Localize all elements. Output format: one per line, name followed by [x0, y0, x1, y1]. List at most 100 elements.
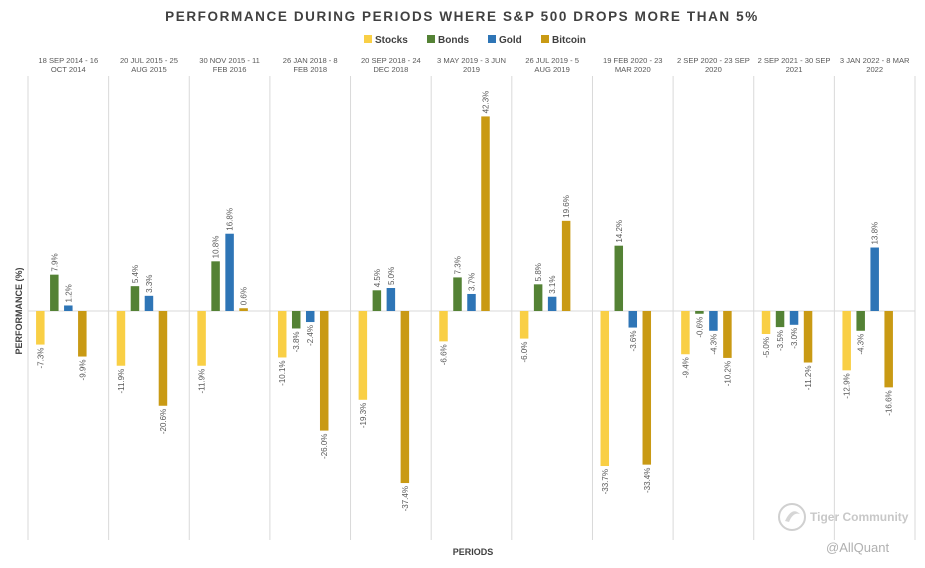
- data-label-bonds: -4.3%: [857, 334, 866, 355]
- data-label-gold: 3.3%: [145, 275, 154, 293]
- data-label-bonds: 10.8%: [212, 236, 221, 259]
- legend: Stocks Bonds Gold Bitcoin: [364, 35, 586, 46]
- tiger-logo-mark: [785, 511, 800, 522]
- period-label: 30 NOV 2015 - 11: [199, 56, 260, 65]
- period-label: MAR 2020: [615, 65, 651, 74]
- data-label-gold: 13.8%: [871, 222, 880, 245]
- data-labels: -7.3% -11.9% -11.9% -10.1% -19.3% -6.6% -6.0% -…: [36, 91, 893, 512]
- bar-bitcoin: [319, 311, 329, 431]
- data-label-bitcoin: -33.4%: [643, 468, 652, 493]
- data-label-stocks: -6.0%: [520, 342, 529, 363]
- period-label: AUG 2015: [131, 65, 166, 74]
- bar-bonds: [533, 284, 543, 311]
- data-label-bitcoin: -16.6%: [885, 390, 894, 415]
- data-label-bitcoin: 0.6%: [240, 287, 249, 305]
- period-label: FEB 2018: [293, 65, 327, 74]
- bar-bonds: [130, 286, 140, 311]
- legend-label-bitcoin: Bitcoin: [552, 35, 586, 46]
- bar-gold: [870, 247, 879, 311]
- data-label-stocks: -19.3%: [359, 403, 368, 428]
- bar-gold: [467, 293, 476, 311]
- data-label-bonds: -0.6%: [695, 317, 704, 338]
- data-label-gold: -4.3%: [709, 334, 718, 355]
- data-label-bitcoin: -20.6%: [159, 409, 168, 434]
- data-label-bonds: 4.5%: [373, 269, 382, 287]
- bar-gold: [789, 311, 799, 325]
- bar-stocks: [600, 311, 610, 467]
- data-label-stocks: -7.3%: [36, 348, 45, 369]
- period-label: 26 JAN 2018 - 8: [283, 56, 338, 65]
- bar-bitcoin: [884, 311, 893, 388]
- data-label-stocks: -6.6%: [440, 344, 449, 365]
- bar-bonds: [453, 277, 462, 311]
- bar-bitcoin: [642, 311, 652, 465]
- data-label-bitcoin: -37.4%: [401, 486, 410, 511]
- tiger-logo-icon: [778, 503, 806, 531]
- period-label: OCT 2014: [51, 65, 86, 74]
- period-label: 2020: [705, 65, 722, 74]
- bar-bitcoin: [158, 311, 168, 406]
- period-label: AUG 2019: [534, 65, 569, 74]
- period-label: 2019: [463, 65, 480, 74]
- period-label: 26 JUL 2019 - 5: [525, 56, 579, 65]
- bar-gold: [386, 288, 396, 311]
- legend-swatch-stocks: [364, 35, 372, 43]
- bar-bonds: [372, 290, 382, 311]
- data-label-gold: 3.7%: [468, 273, 477, 291]
- data-label-stocks: -9.4%: [681, 357, 690, 378]
- period-label: 3 MAY 2019 - 3 JUN: [437, 56, 506, 65]
- bar-bitcoin: [561, 220, 571, 311]
- data-label-bitcoin: -11.2%: [804, 366, 813, 391]
- bar-bonds: [695, 311, 704, 314]
- bar-stocks: [277, 311, 287, 358]
- bar-bonds: [50, 274, 59, 311]
- data-label-bitcoin: -26.0%: [320, 434, 329, 459]
- watermark-handle: @AllQuant: [826, 540, 889, 555]
- bar-gold: [628, 311, 638, 328]
- bar-bonds: [211, 261, 220, 311]
- bar-stocks: [358, 311, 368, 400]
- period-label: 2021: [786, 65, 803, 74]
- bar-bonds: [291, 311, 301, 329]
- data-label-gold: 5.0%: [387, 267, 396, 285]
- bar-bitcoin: [78, 311, 87, 357]
- data-label-bitcoin: 19.6%: [562, 195, 571, 218]
- data-label-stocks: -11.9%: [117, 369, 126, 394]
- y-axis-title: PERFORMANCE (%): [14, 267, 24, 354]
- data-label-bitcoin: 42.3%: [482, 91, 491, 114]
- period-label: 3 JAN 2022 - 8 MAR: [840, 56, 910, 65]
- data-label-gold: 3.1%: [548, 276, 557, 294]
- period-label: 2022: [866, 65, 883, 74]
- period-label: 20 JUL 2015 - 25: [120, 56, 178, 65]
- bar-gold: [305, 311, 315, 323]
- period-label: FEB 2016: [213, 65, 247, 74]
- data-label-bonds: -3.8%: [292, 331, 301, 352]
- bar-stocks: [197, 311, 206, 366]
- legend-swatch-bitcoin: [541, 35, 549, 43]
- data-label-bonds: -3.5%: [776, 330, 785, 351]
- data-label-gold: 16.8%: [226, 208, 235, 231]
- data-label-bitcoin: -10.2%: [723, 361, 732, 386]
- data-label-bitcoin: -9.9%: [78, 360, 87, 381]
- bar-bitcoin: [481, 116, 490, 311]
- period-label: 2 SEP 2020 - 23 SEP: [677, 56, 750, 65]
- period-label: 19 FEB 2020 - 23: [603, 56, 663, 65]
- data-label-gold: -3.0%: [790, 328, 799, 349]
- period-label: DEC 2018: [373, 65, 408, 74]
- bars: [36, 116, 893, 484]
- bar-gold: [64, 305, 73, 311]
- bar-bonds: [775, 311, 785, 328]
- period-separators: [27, 76, 916, 540]
- data-label-gold: -2.4%: [306, 325, 315, 346]
- data-label-stocks: -12.9%: [843, 373, 852, 398]
- data-label-stocks: -11.9%: [198, 369, 207, 394]
- data-label-gold: -3.6%: [629, 331, 638, 352]
- data-label-stocks: -33.7%: [601, 469, 610, 494]
- bar-gold: [144, 295, 154, 311]
- data-label-stocks: -10.1%: [278, 360, 287, 385]
- period-label: 2 SEP 2021 - 30 SEP: [758, 56, 831, 65]
- data-label-gold: 1.2%: [64, 284, 73, 302]
